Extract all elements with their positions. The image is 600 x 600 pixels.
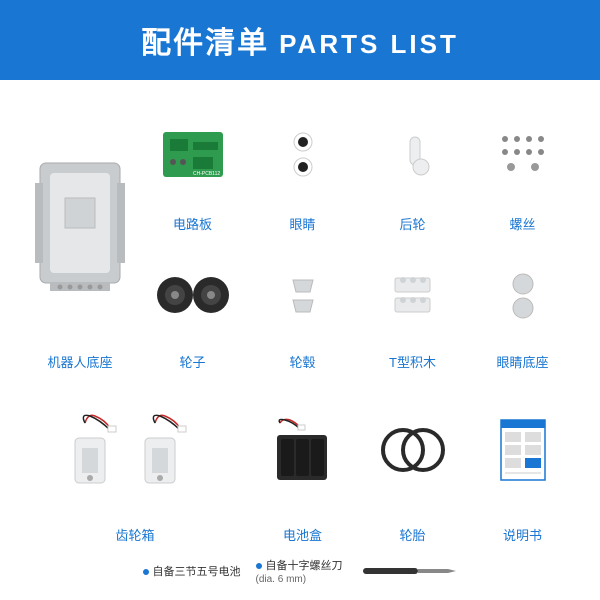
part-hub: 轮毂 (255, 243, 350, 371)
label-eye-base: 眼睛底座 (496, 352, 548, 371)
label-eyes: 眼睛 (289, 214, 315, 233)
gearbox-icon (60, 408, 210, 493)
parts-grid: 机器人底座 CH-PCB112 电路板 (0, 80, 600, 549)
t-block-icon (385, 270, 440, 320)
svg-text:CH-PCB112: CH-PCB112 (193, 171, 220, 177)
label-circuit-board: 电路板 (173, 214, 212, 233)
rear-wheel-icon (388, 127, 438, 182)
title-zh: 配件清单 (141, 27, 269, 60)
part-eyes: 眼睛 (255, 100, 350, 233)
label-tires: 轮胎 (399, 525, 425, 544)
label-manual: 说明书 (503, 525, 542, 544)
part-t-block: T型积木 (365, 243, 460, 371)
part-circuit-board: CH-PCB112 电路板 (145, 100, 240, 233)
part-wheels: 轮子 (145, 243, 240, 371)
tires-icon (378, 420, 448, 480)
battery-box-icon (265, 415, 340, 485)
robot-base-icon (30, 153, 130, 293)
title-en: PARTS LIST (279, 29, 459, 59)
screws-icon (493, 127, 553, 182)
label-t-block: T型积木 (389, 352, 436, 371)
manual-icon (493, 415, 553, 485)
circuit-board-icon: CH-PCB112 (158, 127, 228, 182)
part-tires: 轮胎 (365, 381, 460, 544)
label-screws: 螺丝 (509, 214, 535, 233)
part-gearbox: 齿轮箱 (30, 381, 240, 544)
label-gearbox: 齿轮箱 (115, 525, 154, 544)
label-wheels: 轮子 (179, 352, 205, 371)
part-robot-base: 机器人底座 (30, 100, 130, 371)
hub-icon (278, 270, 328, 320)
eye-base-icon (498, 270, 548, 320)
part-rear-wheel: 后轮 (365, 100, 460, 233)
label-rear-wheel: 后轮 (399, 214, 425, 233)
part-eye-base: 眼睛底座 (475, 243, 570, 371)
wheels-icon (153, 270, 233, 320)
header: 配件清单 PARTS LIST (0, 0, 600, 80)
screwdriver-icon (358, 562, 458, 580)
part-manual: 说明书 (475, 381, 570, 544)
label-battery-box: 电池盒 (283, 525, 322, 544)
footer-screwdriver-note: 自备十字螺丝刀(dia. 6 mm) (256, 557, 343, 585)
label-robot-base: 机器人底座 (47, 352, 112, 371)
footer: 自备三节五号电池 自备十字螺丝刀(dia. 6 mm) (0, 549, 600, 600)
eyes-icon (278, 127, 328, 182)
label-hub: 轮毂 (289, 352, 315, 371)
footer-battery-note: 自备三节五号电池 (143, 563, 241, 579)
part-battery-box: 电池盒 (255, 381, 350, 544)
part-screws: 螺丝 (475, 100, 570, 233)
